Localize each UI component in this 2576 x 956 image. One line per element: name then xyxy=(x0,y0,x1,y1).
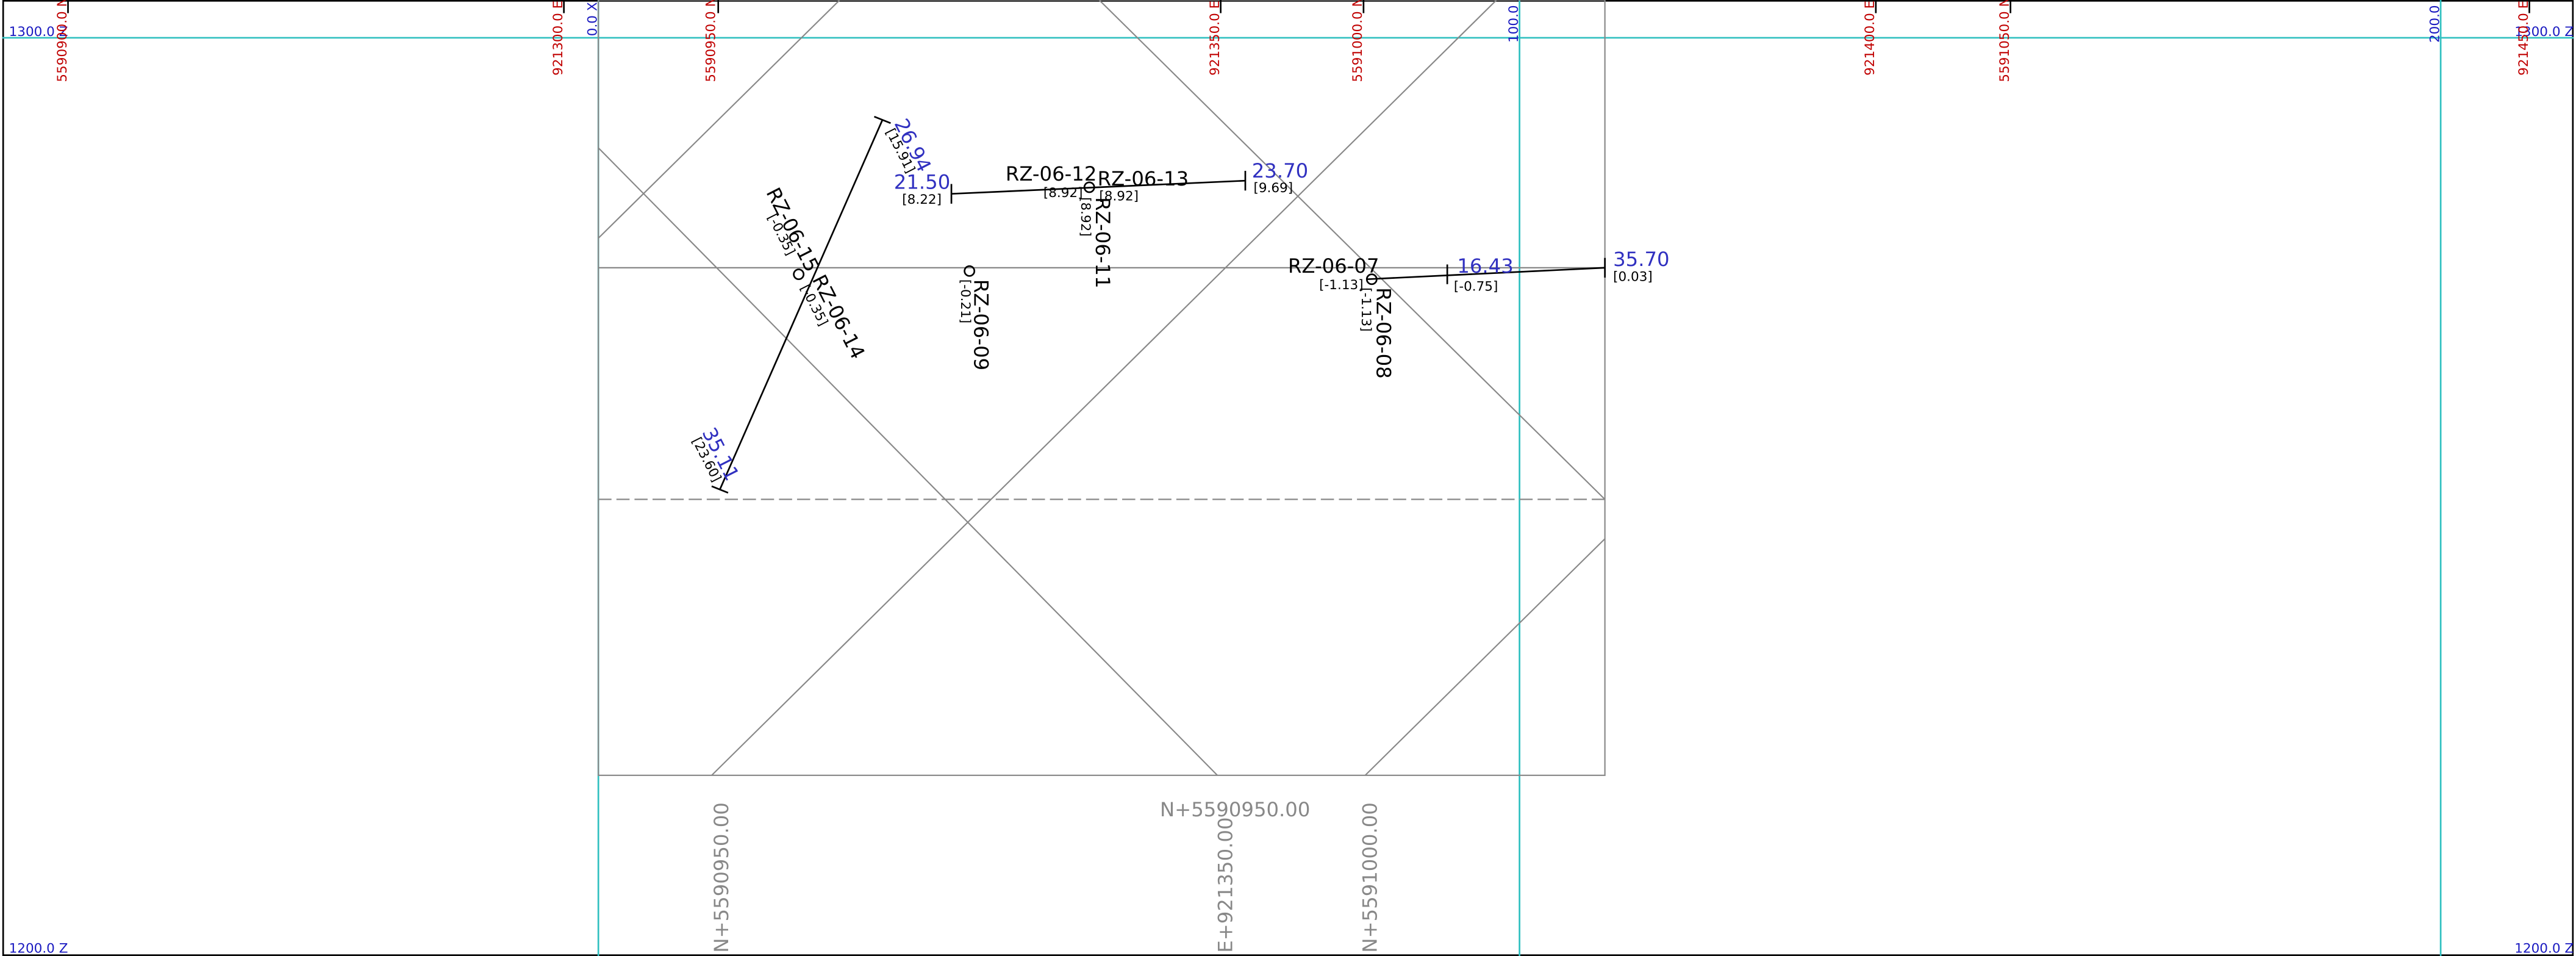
x-label: 100.0 X xyxy=(1506,0,1522,43)
diagonal xyxy=(1098,0,1606,500)
trace-ticks xyxy=(711,115,1606,494)
section-label: N+5590950.00 xyxy=(1160,798,1310,821)
bracket: [-1.13] xyxy=(1358,287,1373,331)
borehole-name: RZ-06-13 xyxy=(1098,167,1189,190)
borehole-name: RZ-06-11 xyxy=(1091,197,1114,289)
section-frame xyxy=(598,0,1606,776)
north-label: 5590950.0 N xyxy=(703,0,718,82)
bracket: [9.69] xyxy=(1253,181,1293,196)
bracket: [-0.21] xyxy=(957,279,973,323)
intercept-value: 21.50 xyxy=(894,171,950,194)
bracket: [0.03] xyxy=(1613,269,1653,284)
grid-ticks xyxy=(67,0,2530,13)
diagonal xyxy=(711,0,1497,776)
bracket: [8.92] xyxy=(1043,185,1083,201)
bracket: [8.22] xyxy=(902,192,942,207)
north-label: 5591000.0 N xyxy=(1350,0,1365,82)
section-label: N+5590950.00 xyxy=(710,802,733,952)
diagonal xyxy=(598,0,840,239)
diagonal xyxy=(598,147,1218,776)
bracket: [-0.75] xyxy=(1454,279,1498,295)
diagonal xyxy=(1364,538,1606,776)
end-value: 35.70 xyxy=(1613,248,1669,271)
z-label: 1300.0 Z xyxy=(2514,24,2574,40)
bracket: [8.92] xyxy=(1099,189,1139,204)
x-label: 200.0 X xyxy=(2427,0,2442,43)
bracket: [8.92] xyxy=(1078,197,1093,237)
borehole-name: RZ-06-07 xyxy=(1288,254,1379,278)
east-label: 921450.0 E xyxy=(2516,1,2531,76)
east-label: 921350.0 E xyxy=(1208,1,1223,76)
section-label: E+921350.00 xyxy=(1214,817,1237,952)
x-label: 0.0 X xyxy=(585,2,600,36)
borehole-name: RZ-06-09 xyxy=(970,279,993,371)
east-label: 921400.0 E xyxy=(1862,1,1878,76)
borehole-trace xyxy=(1367,267,1605,281)
z-label: 1200.0 Z xyxy=(9,941,68,956)
intercept-value: 16.43 xyxy=(1457,254,1513,278)
borehole-name: RZ-06-08 xyxy=(1372,287,1395,379)
borehole-trace xyxy=(951,179,1246,195)
east-label: 921300.0 E xyxy=(551,1,566,76)
end-value: 23.70 xyxy=(1252,159,1308,182)
bracket: [-1.13] xyxy=(1319,278,1363,293)
borehole-name: RZ-06-12 xyxy=(1006,162,1097,185)
z-label: 1200.0 Z xyxy=(2514,941,2574,956)
north-label: 5590900.0 N xyxy=(55,0,70,82)
north-label: 5591050.0 N xyxy=(1997,0,2012,82)
collar-symbols xyxy=(793,181,1378,286)
z-label: 1300.0 Z xyxy=(9,24,68,40)
section-label: N+5591000.00 xyxy=(1358,802,1381,952)
borehole-trace xyxy=(719,120,884,490)
